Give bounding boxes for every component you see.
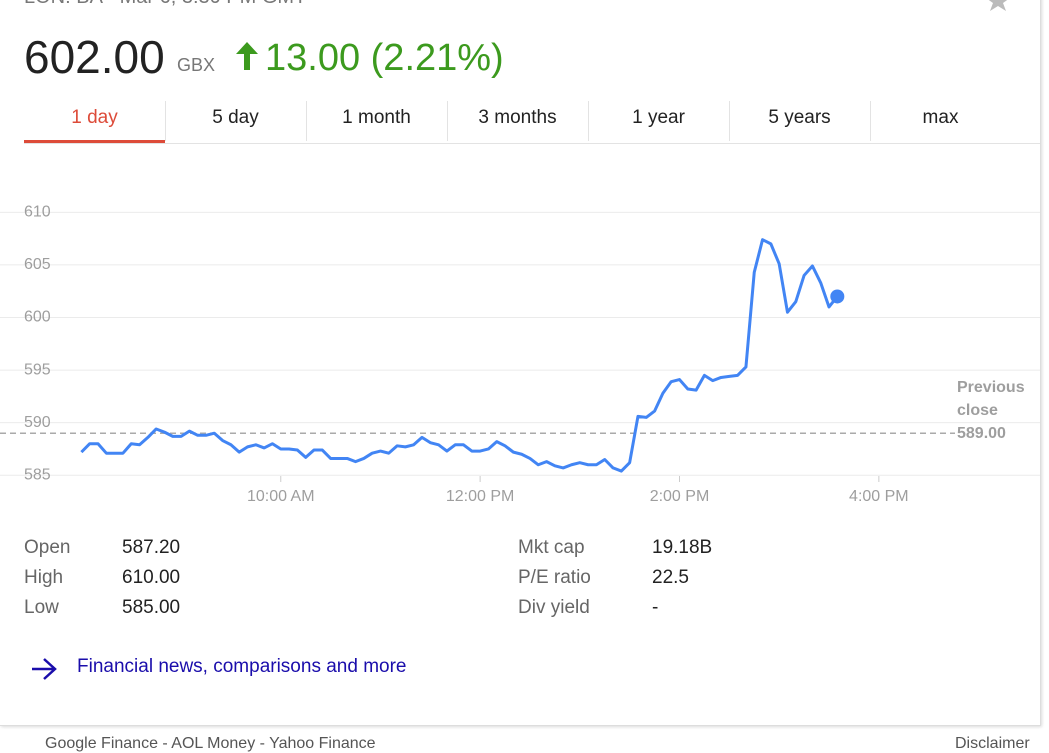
- footer-disclaimer[interactable]: Disclaimer: [955, 735, 1030, 752]
- x-tick-label: 4:00 PM: [849, 488, 909, 505]
- star-icon[interactable]: [985, 0, 1011, 12]
- range-tab[interactable]: 1 month: [306, 97, 447, 141]
- range-tab[interactable]: 5 day: [165, 97, 306, 141]
- link-arrow[interactable]: [30, 656, 58, 682]
- x-tick-label: 2:00 PM: [650, 488, 710, 505]
- stat-value: 22.5: [652, 567, 689, 588]
- range-tab[interactable]: 5 years: [729, 97, 870, 141]
- stat-value: 19.18B: [652, 537, 713, 558]
- y-tick-label: 585: [24, 466, 51, 483]
- stat-value: -: [652, 597, 659, 618]
- currency: GBX: [177, 55, 216, 75]
- range-tab[interactable]: 1 day: [24, 97, 165, 143]
- stat-label: Mkt cap: [518, 537, 585, 558]
- stat-label: P/E ratio: [518, 567, 591, 588]
- previous-close-title: Previous close: [957, 379, 1025, 419]
- y-tick-label: 605: [24, 256, 51, 273]
- chart: 585 590 595 600 605 610 10:00 AM 12:00 PM 2:00 P…: [0, 204, 1040, 505]
- stat-value: 610.00: [122, 567, 181, 588]
- y-tick-label: 610: [24, 204, 51, 221]
- x-tick-label: 12:00 PM: [446, 488, 514, 505]
- x-tick-label: 10:00 AM: [247, 488, 315, 505]
- price: 602.00: [24, 31, 165, 83]
- stat-value: 585.00: [122, 597, 181, 618]
- current-point: [830, 289, 845, 304]
- up-arrow: [236, 42, 258, 70]
- ticker-line: LON: BA · Mar 6, 3:30 PM GMT: [24, 0, 306, 9]
- news-link[interactable]: Financial news, comparisons and more: [77, 656, 407, 677]
- range-tab[interactable]: 1 year: [588, 97, 729, 141]
- stat-label: Open: [24, 537, 71, 558]
- range-tab[interactable]: 3 months: [447, 97, 588, 141]
- price-line: [80, 238, 839, 473]
- stat-label: Div yield: [518, 597, 590, 618]
- stat-label: High: [24, 567, 64, 588]
- previous-close-label: Previous close 589.00: [957, 376, 1037, 445]
- price-change: 13.00 (2.21%): [265, 37, 504, 79]
- y-tick-label: 595: [24, 361, 51, 378]
- range-tab[interactable]: max: [870, 97, 1011, 141]
- stat-label: Low: [24, 597, 59, 618]
- y-tick-label: 600: [24, 309, 51, 326]
- range-tabs: 1 day 5 day 1 month 3 months 1 year 5 years ma…: [24, 97, 1040, 144]
- footer-sources[interactable]: Google Finance - AOL Money - Yahoo Finan…: [45, 735, 376, 752]
- y-tick-label: 590: [24, 414, 51, 431]
- stat-value: 587.20: [122, 537, 181, 558]
- finance-card: [0, 0, 1041, 726]
- previous-close-value: 589.00: [957, 425, 1006, 442]
